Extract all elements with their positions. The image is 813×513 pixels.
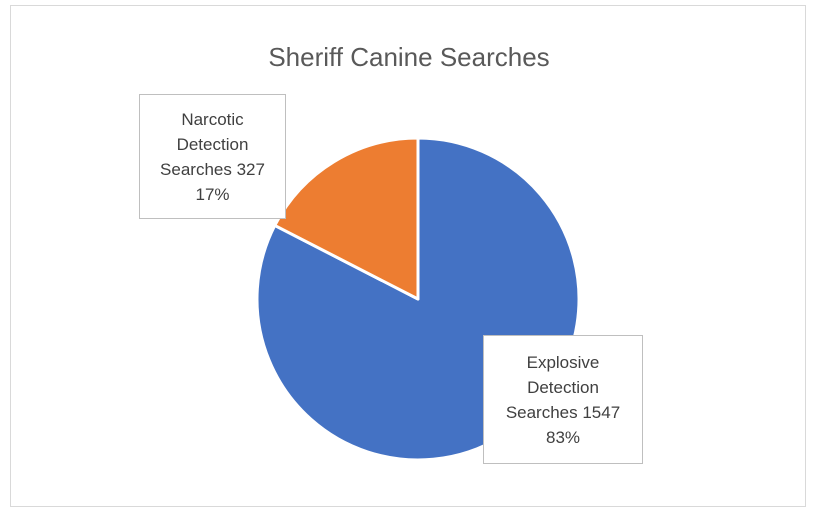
chart-title: Sheriff Canine Searches (268, 42, 550, 72)
data-label-line: Searches 327 (160, 159, 265, 179)
data-label-narcotic: Narcotic Detection Searches 327 17% (139, 94, 286, 219)
data-label-line: Detection (176, 134, 249, 154)
chart-area: Sheriff Canine Searches Narcotic Detecti… (10, 5, 806, 507)
data-label-line: Searches 1547 (505, 402, 621, 422)
data-label-line: Detection (527, 377, 599, 397)
data-label-explosive: Explosive Detection Searches 1547 83% (483, 335, 643, 464)
pie-chart (255, 136, 581, 462)
data-label-line: 17% (195, 184, 230, 204)
data-label-line: Narcotic (181, 109, 244, 129)
data-label-line: 83% (545, 427, 581, 447)
data-label-line: Explosive (526, 352, 600, 372)
